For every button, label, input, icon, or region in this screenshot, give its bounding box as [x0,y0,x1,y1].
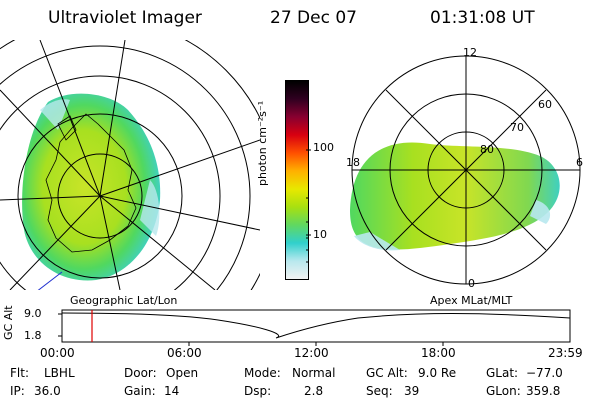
colorbar-unit-label: photon cm⁻²s⁻¹ [256,100,269,186]
x-tick-1800: 18:00 [421,346,456,360]
status-flt-value: LBHL [44,366,75,380]
colorbar-tick-100: 100 [313,141,334,154]
altitude-trace [61,312,571,339]
right-panel-caption: Apex MLat/MLT [430,294,513,307]
status-mode-label: Mode: [244,366,281,380]
magnetic-polar-panel [350,55,581,285]
status-flt-label: Flt: [10,366,29,380]
status-ip-value: 36.0 [34,384,61,398]
x-tick-1200: 12:00 [294,346,329,360]
latitude-ring [17,113,183,279]
status-glon-value: 359.8 [526,384,561,398]
mlt-label-12: 12 [463,46,477,59]
colorbar-tick-10: 10 [313,228,327,241]
mlat-label-80: 80 [480,143,494,156]
status-ip-label: IP: [10,384,25,398]
left-panel-caption: Geographic Lat/Lon [70,294,178,307]
status-seq-label: Seq: [366,384,393,398]
status-door-label: Door: [124,366,157,380]
geographic-map-panel [0,40,260,290]
status-seq-value: 39 [404,384,420,398]
mlat-label-60: 60 [538,98,552,111]
altitude-tick-1-8: 1.8 [24,329,42,342]
status-glat-label: GLat: [486,366,519,380]
observation-date: 27 Dec 07 [270,8,357,28]
colorbar-ticks [306,149,311,263]
mlt-label-18: 18 [346,156,360,169]
instrument-title: Ultraviolet Imager [48,8,202,28]
status-dsp-value: 2.8 [304,384,324,398]
status-dsp-label: Dsp: [244,384,272,398]
status-gain-value: 14 [164,384,180,398]
status-gcalt-value: 9.0 Re [418,366,457,380]
status-gcalt-label: GC Alt: [366,366,408,380]
x-tick-0600: 06:00 [167,346,202,360]
mlt-label-6: 6 [576,156,583,169]
latitude-ring [0,75,221,290]
latitude-ring [57,153,143,239]
continent-outline [45,113,137,253]
observation-time: 01:31:08 UT [430,8,535,28]
altitude-tick-9: 9.0 [24,307,42,320]
altitude-y-label: GC Alt [2,305,15,340]
mlt-label-0: 0 [468,277,475,290]
status-glon-label: GLon: [486,384,521,398]
altitude-plot [58,309,571,346]
mlat-label-70: 70 [510,121,524,134]
status-mode-value: Normal [292,366,336,380]
aurora-emission-magnetic [350,142,560,250]
colorbar [285,80,309,280]
status-gain-label: Gain: [124,384,156,398]
x-tick-2359: 23:59 [548,346,583,360]
x-tick-0000: 00:00 [40,346,75,360]
latitude-ring [0,45,251,290]
status-door-value: Open [166,366,199,380]
status-glat-value: −77.0 [526,366,563,380]
